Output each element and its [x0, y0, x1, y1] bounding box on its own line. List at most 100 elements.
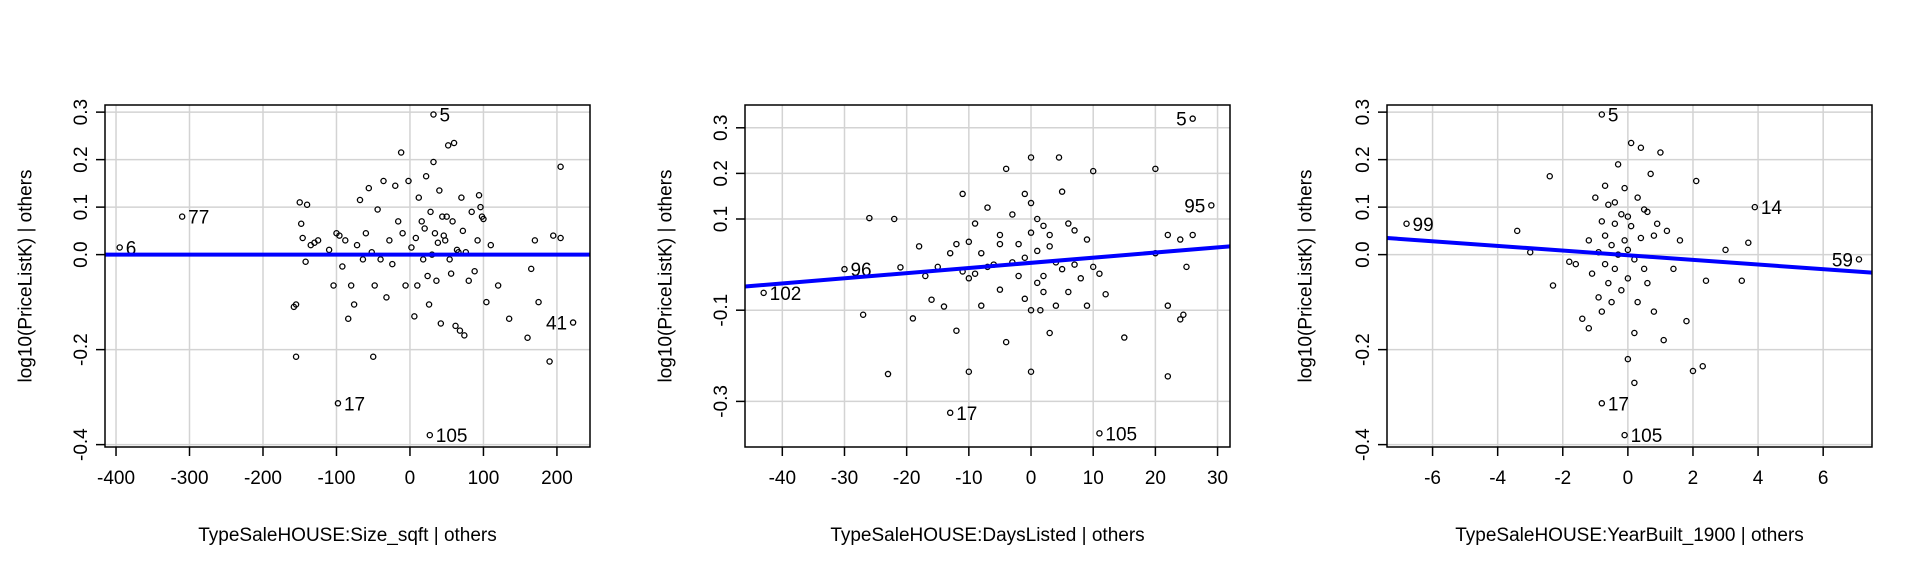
point-label: 105	[1105, 424, 1137, 445]
data-point	[1052, 302, 1060, 309]
data-point	[527, 265, 535, 273]
data-point	[1046, 231, 1053, 239]
data-point	[1614, 161, 1622, 168]
data-point-labeled	[1751, 203, 1759, 211]
data-point	[1033, 215, 1041, 223]
data-point-labeled	[1208, 202, 1215, 209]
data-point	[377, 256, 384, 263]
data-point	[450, 139, 458, 147]
data-point	[959, 190, 966, 198]
point-label: 17	[956, 404, 977, 425]
point-label: 59	[1832, 250, 1853, 271]
data-point	[1177, 316, 1184, 323]
x-tick-label: 10	[1083, 468, 1104, 489]
data-point-labeled	[1096, 430, 1103, 437]
data-point	[1644, 279, 1651, 287]
regression-line	[1386, 236, 1873, 275]
data-point	[347, 282, 355, 289]
y-tick-label: 0.3	[71, 99, 92, 125]
data-point	[480, 215, 487, 223]
data-point	[1631, 379, 1638, 387]
data-point	[483, 298, 490, 306]
data-point	[365, 184, 373, 192]
x-axis-title: TypeSaleHOUSE:DaysListed | others	[830, 525, 1144, 546]
data-point	[1189, 231, 1196, 239]
data-point	[458, 194, 465, 201]
data-point	[884, 370, 892, 378]
data-point-labeled	[430, 111, 437, 118]
data-point	[303, 201, 311, 208]
point-label: 17	[1608, 394, 1629, 415]
data-point	[1046, 329, 1053, 337]
data-point-labeled	[1855, 256, 1863, 263]
data-point	[971, 270, 979, 277]
regression-line	[744, 244, 1231, 289]
data-point	[550, 232, 557, 239]
data-point	[447, 270, 455, 277]
data-points	[1403, 111, 1863, 439]
data-point	[434, 239, 442, 246]
data-point	[386, 237, 393, 244]
data-point	[1650, 232, 1658, 239]
data-point	[1077, 275, 1085, 282]
data-point	[965, 238, 973, 246]
data-point	[1083, 236, 1091, 243]
data-point	[459, 227, 467, 235]
data-point	[1579, 315, 1586, 322]
data-point	[402, 282, 409, 289]
y-tick-label: -0.2	[71, 333, 92, 366]
data-point	[1513, 227, 1521, 235]
data-point	[1624, 355, 1632, 363]
data-point	[1637, 144, 1645, 151]
point-label: 5	[1608, 106, 1619, 127]
panel-days-listed: TypeSaleHOUSE:DaysListed | others log10(…	[656, 104, 1231, 546]
data-point	[965, 368, 973, 376]
data-point-labeled	[178, 213, 186, 220]
x-axis-title: TypeSaleHOUSE:YearBuilt_1900 | others	[1455, 525, 1804, 546]
data-point	[1002, 165, 1010, 173]
y-tick-label: -0.3	[711, 385, 732, 418]
data-point-labeled	[1598, 400, 1606, 407]
data-point	[344, 315, 352, 322]
data-point	[449, 218, 456, 225]
data-point	[1102, 290, 1109, 298]
data-point	[419, 256, 427, 263]
data-point	[1598, 308, 1606, 315]
axis-ticks: -400 -300 -200 -100 0 100 200 -0.4 -0.2 0.0 0.1 0.2…	[71, 99, 573, 489]
data-point	[1621, 237, 1628, 244]
data-point	[441, 237, 449, 244]
data-point	[1121, 334, 1128, 341]
data-point	[1745, 239, 1752, 246]
data-point	[531, 237, 539, 244]
data-point	[1608, 298, 1615, 306]
x-tick-label: -2	[1554, 468, 1571, 489]
data-point	[456, 327, 464, 334]
data-point	[297, 220, 305, 227]
data-point	[1089, 263, 1097, 271]
data-point	[1027, 368, 1035, 376]
data-point	[350, 301, 358, 308]
data-point	[1027, 199, 1035, 207]
data-point	[425, 301, 433, 308]
point-label: 95	[1184, 196, 1205, 217]
data-point	[1611, 265, 1619, 273]
data-point	[996, 240, 1004, 248]
data-point	[866, 214, 873, 222]
data-point-labeled	[1621, 431, 1628, 439]
data-point	[1624, 213, 1632, 220]
data-point	[431, 229, 439, 237]
data-point	[1164, 302, 1172, 309]
point-label: 99	[1413, 215, 1434, 236]
data-point	[557, 163, 564, 170]
data-point	[535, 298, 542, 306]
y-axis-title: log10(PriceListK) | others	[1296, 170, 1317, 383]
x-tick-label: 20	[1145, 468, 1166, 489]
x-tick-label: -100	[317, 468, 355, 489]
data-point	[475, 191, 483, 199]
y-tick-label: 0.2	[1353, 146, 1374, 172]
data-point	[505, 315, 513, 322]
y-tick-label: -0.1	[711, 294, 732, 327]
data-point	[1058, 265, 1066, 273]
